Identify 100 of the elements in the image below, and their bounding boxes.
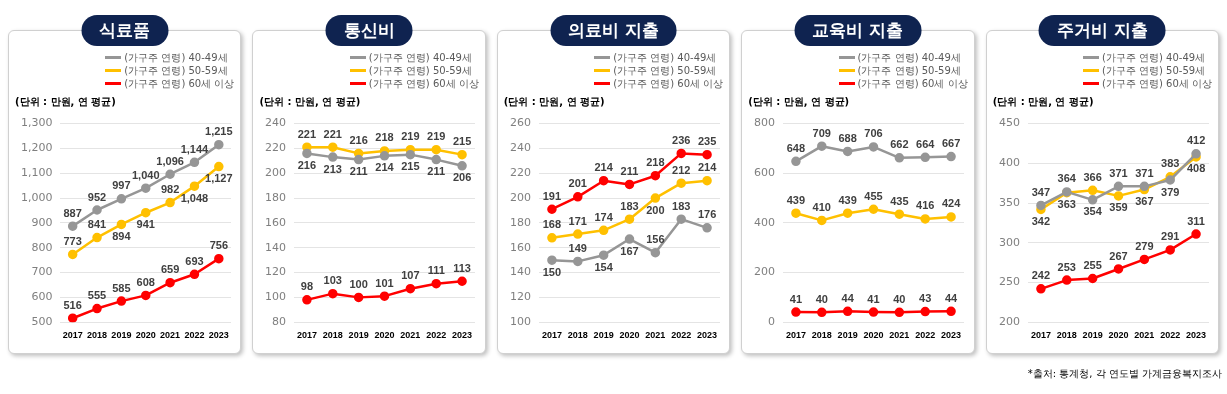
data-label: 347 [1031, 185, 1050, 198]
data-label: 279 [1134, 239, 1154, 252]
data-label: 255 [1083, 259, 1102, 272]
legend-label: (가구주 연령) 40-49세 [1101, 51, 1206, 64]
data-label: 706 [864, 127, 883, 140]
x-tick-label: 2019 [837, 330, 858, 341]
y-tick-label: 220 [265, 141, 287, 155]
text: (단위 : 만원, 연 평균) [992, 95, 1094, 109]
data-label: 41 [867, 292, 880, 305]
data-label: 366 [1083, 170, 1102, 183]
y-tick-label: 240 [265, 116, 287, 130]
data-label: 982 [160, 183, 180, 196]
x-tick-label: 2018 [811, 330, 833, 341]
text: (단위 : 만원, 연 평균) [259, 95, 361, 109]
data-label: 364 [1057, 172, 1077, 185]
legend-label: (가구주 연령) 50-59세 [857, 64, 961, 77]
data-label: 219 [401, 130, 420, 143]
y-tick-label: 200 [265, 166, 287, 180]
data-label: 555 [87, 289, 107, 302]
data-label: 215 [453, 135, 472, 148]
y-tick-label: 0 [768, 315, 776, 329]
y-tick-label: 400 [754, 215, 776, 229]
x-tick-label: 2018 [567, 330, 588, 341]
y-tick-label: 200 [509, 190, 531, 204]
text: (단위 : 만원, 연 평균) [748, 95, 850, 109]
legend-label: (가구주 연령) 50-59세 [613, 64, 717, 77]
data-label: 408 [1186, 162, 1205, 175]
x-tick-label: 2022 [671, 330, 692, 341]
data-label: 98 [301, 280, 314, 293]
y-tick-label: 250 [998, 275, 1020, 289]
data-label: 218 [375, 131, 395, 144]
data-label: 236 [671, 133, 691, 146]
y-tick-label: 900 [31, 215, 53, 229]
data-label: 214 [594, 161, 614, 174]
data-label: 216 [298, 158, 317, 171]
data-label: 435 [890, 194, 909, 207]
data-label: 156 [645, 233, 665, 246]
data-label: 291 [1160, 230, 1180, 243]
data-label: 200 [645, 203, 665, 216]
legend-label: (가구주 연령) 40-49세 [613, 51, 717, 64]
data-label: 952 [87, 190, 107, 203]
y-tick-label: 800 [31, 240, 53, 254]
data-label: 383 [1160, 157, 1180, 170]
x-tick-label: 2019 [349, 330, 370, 341]
text: (단위 : 만원, 연 평균) [503, 95, 605, 109]
legend-label: (가구주 연령) 60세 이상 [368, 77, 479, 90]
x-tick-label: 2020 [619, 330, 640, 341]
x-tick-label: 2020 [1108, 330, 1129, 341]
data-label: 214 [375, 161, 395, 174]
chart-title: 의료비 지출 [550, 15, 677, 46]
data-label: 216 [349, 133, 369, 146]
data-label: 1,048 [180, 191, 209, 204]
data-label: 455 [864, 189, 883, 202]
x-tick-label: 2022 [426, 330, 447, 341]
y-tick-label: 300 [998, 235, 1020, 249]
legend-label: (가구주 연령) 60세 이상 [124, 77, 235, 90]
x-tick-label: 2019 [111, 330, 132, 341]
data-label: 667 [942, 137, 961, 150]
x-tick-label: 2019 [1082, 330, 1103, 341]
data-label: 212 [671, 163, 691, 176]
x-tick-label: 2017 [297, 330, 318, 341]
data-label: 756 [209, 239, 228, 252]
y-tick-label: 100 [509, 315, 531, 329]
data-label: 150 [542, 265, 561, 278]
x-tick-label: 2023 [452, 330, 473, 341]
y-tick-label: 1,000 [20, 190, 53, 204]
x-tick-label: 2023 [941, 330, 962, 341]
data-label: 412 [1186, 134, 1205, 147]
y-tick-label: 200 [754, 265, 776, 279]
y-tick-label: 260 [509, 116, 531, 130]
data-label: 215 [401, 160, 420, 173]
x-tick-label: 2018 [87, 330, 108, 341]
x-tick-label: 2020 [135, 330, 156, 341]
y-tick-label: 450 [998, 116, 1020, 130]
data-label: 662 [890, 138, 909, 151]
x-tick-label: 2017 [1030, 330, 1051, 341]
text: *출처: 통계청, 각 연도별 가계금융복지조사 [1027, 367, 1223, 381]
data-label: 1,040 [131, 168, 160, 181]
y-tick-label: 180 [509, 215, 531, 229]
y-tick-label: 100 [265, 290, 287, 304]
data-label: 103 [324, 274, 343, 287]
x-tick-label: 2021 [645, 330, 666, 341]
x-tick-label: 2021 [889, 330, 910, 341]
x-tick-label: 2017 [541, 330, 562, 341]
legend-label: (가구주 연령) 50-59세 [124, 64, 228, 77]
data-label: 585 [112, 281, 131, 294]
data-label: 371 [1108, 166, 1128, 179]
y-tick-label: 500 [31, 315, 53, 329]
legend-label: (가구주 연령) 40-49세 [124, 51, 228, 64]
data-label: 44 [841, 291, 855, 304]
data-label: 424 [942, 197, 962, 210]
legend-label: (가구주 연령) 60세 이상 [1101, 77, 1213, 90]
data-label: 1,215 [205, 125, 233, 138]
data-label: 213 [324, 162, 343, 175]
chart-title: 식료품 [81, 15, 169, 46]
data-label: 40 [815, 292, 829, 305]
y-tick-label: 600 [754, 166, 776, 180]
data-label: 359 [1108, 201, 1128, 214]
data-label: 211 [620, 164, 639, 177]
data-label: 1,096 [156, 154, 184, 167]
